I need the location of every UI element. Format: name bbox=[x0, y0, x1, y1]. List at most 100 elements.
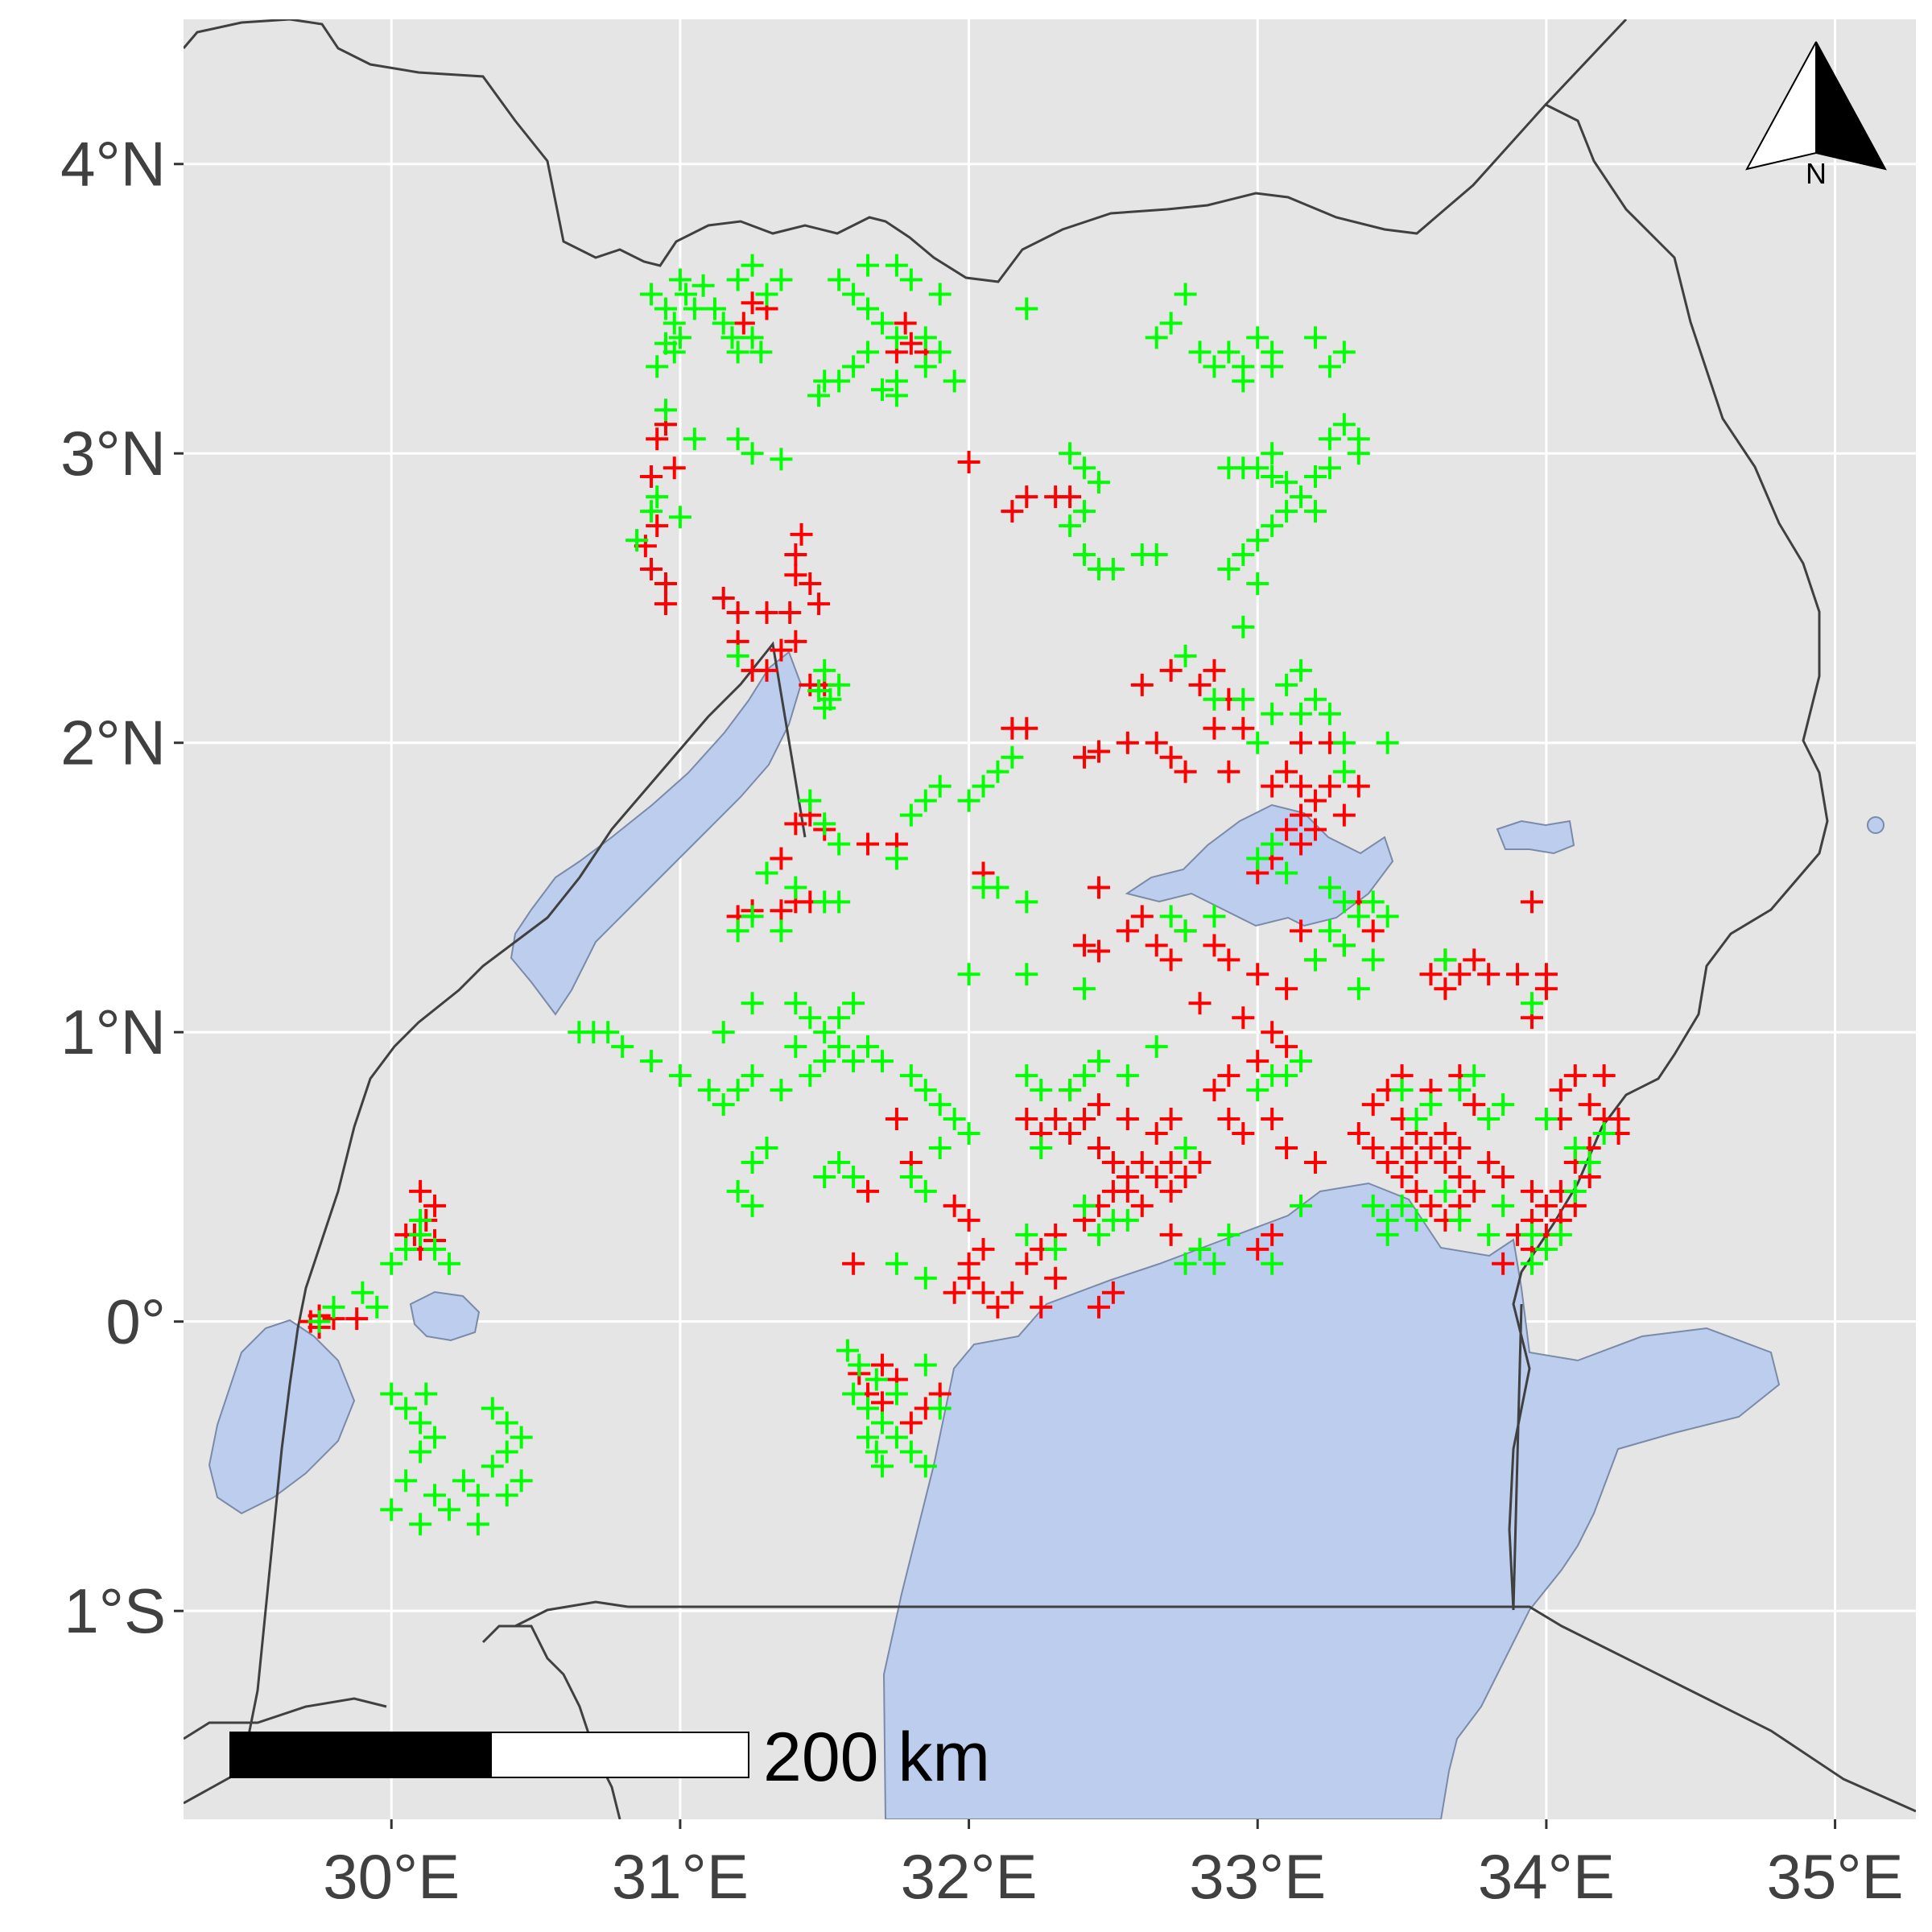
plus-point-marker bbox=[1275, 1136, 1298, 1159]
plus-point-marker bbox=[1232, 369, 1255, 393]
plus-point-marker bbox=[1130, 673, 1154, 696]
plus-point-marker bbox=[1073, 456, 1096, 480]
plus-point-marker bbox=[957, 1208, 980, 1232]
plus-point-marker bbox=[712, 312, 735, 335]
plus-point-marker bbox=[1463, 948, 1486, 972]
plus-point-marker bbox=[1130, 1150, 1154, 1174]
plus-point-marker bbox=[1290, 485, 1313, 509]
plus-point-marker bbox=[813, 1050, 836, 1073]
plus-point-marker bbox=[1044, 1108, 1067, 1131]
plus-point-marker bbox=[668, 268, 691, 291]
plus-point-marker bbox=[943, 1281, 966, 1304]
plus-point-marker bbox=[1419, 963, 1443, 986]
plus-point-marker bbox=[1520, 1223, 1543, 1246]
plus-point-marker bbox=[799, 1064, 822, 1088]
plus-point-marker bbox=[1246, 847, 1269, 870]
y-tick-label: 0° bbox=[105, 1286, 166, 1357]
lake-edward bbox=[208, 1319, 356, 1515]
plus-point-marker bbox=[1246, 326, 1269, 349]
plus-point-marker bbox=[1159, 312, 1183, 335]
plus-point-marker bbox=[423, 1237, 447, 1261]
plus-point-marker bbox=[1188, 1237, 1212, 1261]
plus-point-marker bbox=[828, 1150, 851, 1174]
plus-point-marker bbox=[1001, 745, 1024, 769]
plus-point-marker bbox=[640, 464, 663, 488]
plus-point-marker bbox=[1188, 673, 1212, 696]
plus-point-marker bbox=[928, 283, 952, 306]
plus-point-marker bbox=[1073, 500, 1096, 523]
plus-point-marker bbox=[1303, 789, 1327, 812]
plus-point-marker bbox=[899, 1165, 923, 1188]
plus-point-marker bbox=[741, 291, 764, 315]
plus-point-marker bbox=[784, 992, 807, 1015]
plus-point-marker bbox=[394, 1469, 418, 1492]
plus-point-marker bbox=[1318, 774, 1341, 798]
plus-point-marker bbox=[345, 1307, 369, 1331]
y-tick-label: 4°N bbox=[60, 129, 166, 200]
plus-point-marker bbox=[1145, 1035, 1168, 1059]
plus-point-marker bbox=[1159, 745, 1183, 769]
plus-point-marker bbox=[668, 326, 691, 349]
plus-point-marker bbox=[1145, 326, 1168, 349]
plus-point-marker bbox=[1174, 1165, 1197, 1188]
plus-point-marker bbox=[1563, 1136, 1587, 1159]
plus-point-marker bbox=[409, 1513, 432, 1536]
plus-point-marker bbox=[1376, 1150, 1399, 1174]
plus-point-marker bbox=[807, 384, 831, 407]
plus-point-marker bbox=[1246, 572, 1269, 595]
plus-point-marker bbox=[1059, 485, 1082, 509]
plus-point-marker bbox=[611, 1035, 634, 1059]
plus-point-marker bbox=[914, 1266, 937, 1290]
plus-point-marker bbox=[1015, 485, 1038, 509]
plus-point-marker bbox=[957, 963, 980, 986]
plus-point-marker bbox=[828, 1006, 851, 1030]
plus-point-marker bbox=[712, 586, 735, 609]
plus-point-marker bbox=[675, 283, 698, 306]
rwanda-border bbox=[184, 1697, 387, 1740]
y-tick-label: 2°N bbox=[60, 708, 166, 778]
plus-point-marker bbox=[1347, 1122, 1370, 1146]
lake-albert bbox=[510, 650, 803, 1016]
plus-point-marker bbox=[322, 1295, 345, 1319]
plus-point-marker bbox=[1520, 1252, 1543, 1275]
plus-point-marker bbox=[1188, 341, 1212, 364]
plus-point-marker bbox=[1448, 1165, 1472, 1188]
plus-point-marker bbox=[1332, 341, 1356, 364]
plus-point-marker bbox=[437, 1252, 460, 1275]
plus-point-marker bbox=[813, 812, 836, 836]
plus-point-marker bbox=[1174, 644, 1197, 667]
plus-point-marker bbox=[732, 312, 755, 335]
plus-point-marker bbox=[409, 1208, 432, 1232]
plus-point-marker bbox=[1261, 355, 1284, 378]
plus-point-marker bbox=[1332, 890, 1356, 914]
plus-point-marker bbox=[842, 992, 865, 1015]
x-tick-label: 30°E bbox=[323, 1841, 460, 1912]
plus-point-marker bbox=[784, 630, 807, 653]
plus-point-marker bbox=[957, 789, 980, 812]
uganda-border bbox=[184, 19, 1829, 1611]
lake-kyoga bbox=[1125, 803, 1394, 927]
plus-point-marker bbox=[813, 696, 836, 720]
plus-point-marker bbox=[1261, 702, 1284, 725]
x-tick-label: 33°E bbox=[1189, 1841, 1326, 1912]
plus-point-marker bbox=[683, 297, 706, 320]
plus-point-marker bbox=[755, 658, 778, 682]
plus-point-marker bbox=[1261, 1223, 1284, 1246]
plus-point-marker bbox=[640, 558, 663, 581]
country-borders bbox=[184, 19, 1916, 1819]
plus-point-marker bbox=[1087, 939, 1110, 963]
tanzania-border-west bbox=[514, 1600, 629, 1628]
plus-point-marker bbox=[1087, 558, 1110, 581]
plus-point-marker bbox=[813, 658, 836, 682]
x-tick-label: 35°E bbox=[1767, 1841, 1904, 1912]
plus-point-marker bbox=[726, 644, 749, 667]
plus-point-marker bbox=[1261, 1021, 1284, 1044]
plus-point-marker bbox=[1044, 1237, 1067, 1261]
plus-point-marker bbox=[1290, 919, 1313, 943]
x-tick-label: 31°E bbox=[612, 1841, 749, 1912]
plus-point-marker bbox=[1492, 1165, 1515, 1188]
plus-point-marker bbox=[1261, 1108, 1284, 1131]
plus-point-marker bbox=[1246, 1050, 1269, 1073]
plus-point-marker bbox=[799, 572, 822, 595]
plus-point-marker bbox=[972, 1237, 995, 1261]
